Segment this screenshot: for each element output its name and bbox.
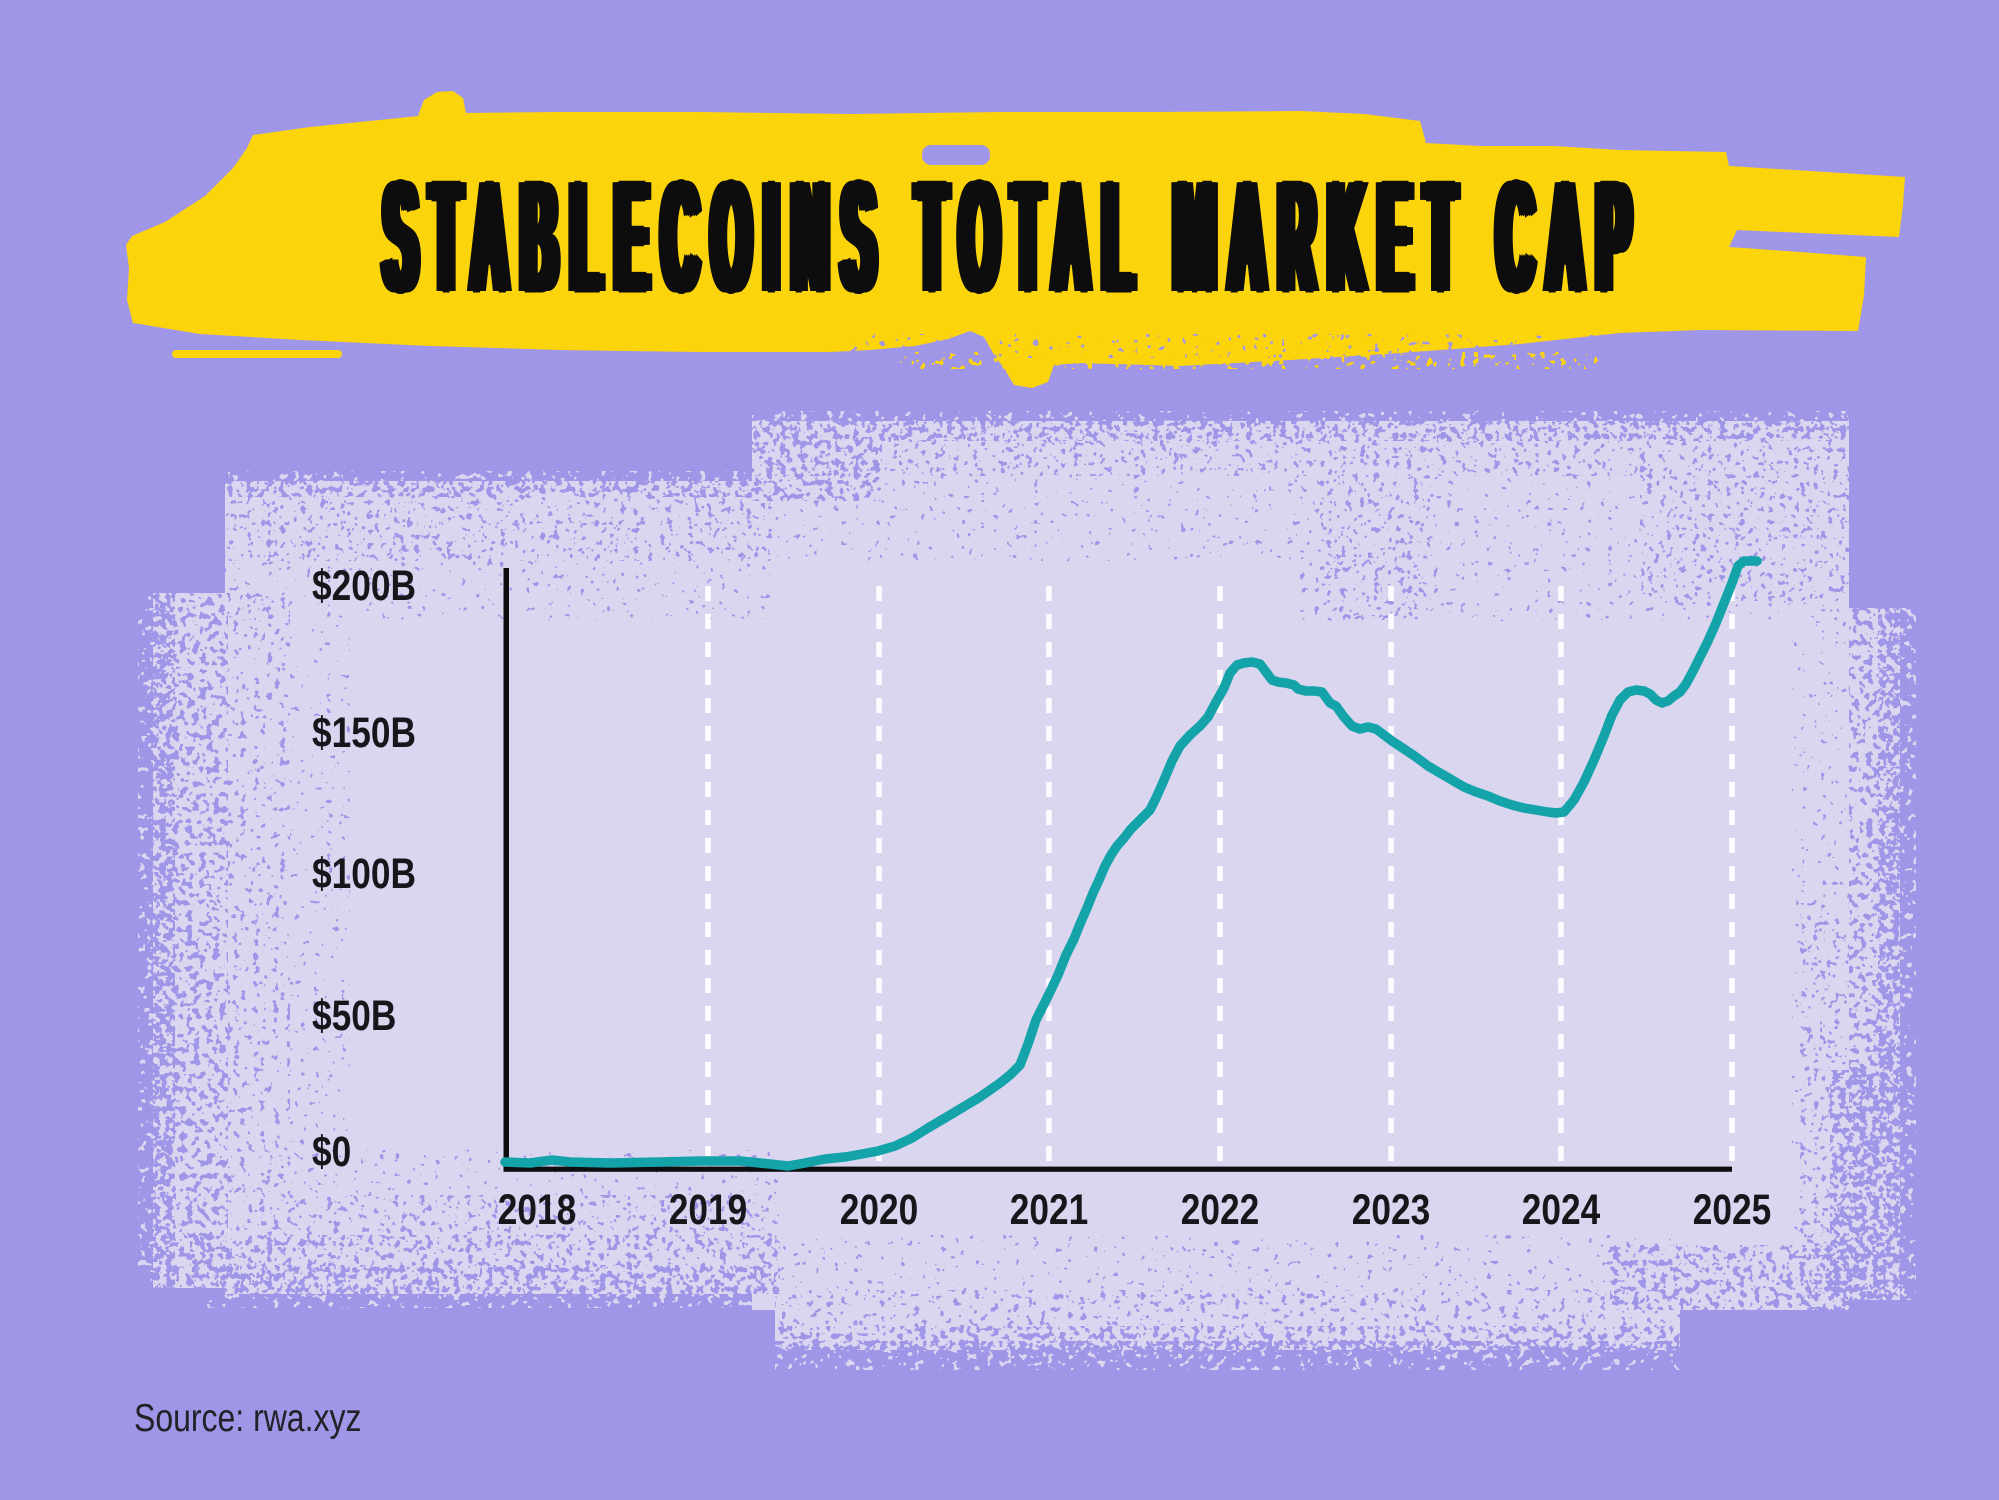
svg-text:2023: 2023 — [1352, 1187, 1430, 1234]
svg-text:2018: 2018 — [498, 1187, 576, 1234]
svg-text:2020: 2020 — [840, 1187, 918, 1234]
svg-text:$200B: $200B — [312, 563, 416, 610]
svg-text:2022: 2022 — [1181, 1187, 1259, 1234]
svg-text:2024: 2024 — [1522, 1187, 1601, 1234]
svg-text:$100B: $100B — [312, 851, 416, 898]
svg-text:2025: 2025 — [1693, 1187, 1771, 1234]
svg-text:2021: 2021 — [1010, 1187, 1088, 1234]
svg-text:$150B: $150B — [312, 710, 416, 757]
svg-text:2019: 2019 — [669, 1187, 747, 1234]
svg-text:$50B: $50B — [312, 993, 396, 1040]
svg-text:Source: rwa.xyz: Source: rwa.xyz — [134, 1396, 361, 1440]
svg-text:$0: $0 — [312, 1129, 351, 1176]
